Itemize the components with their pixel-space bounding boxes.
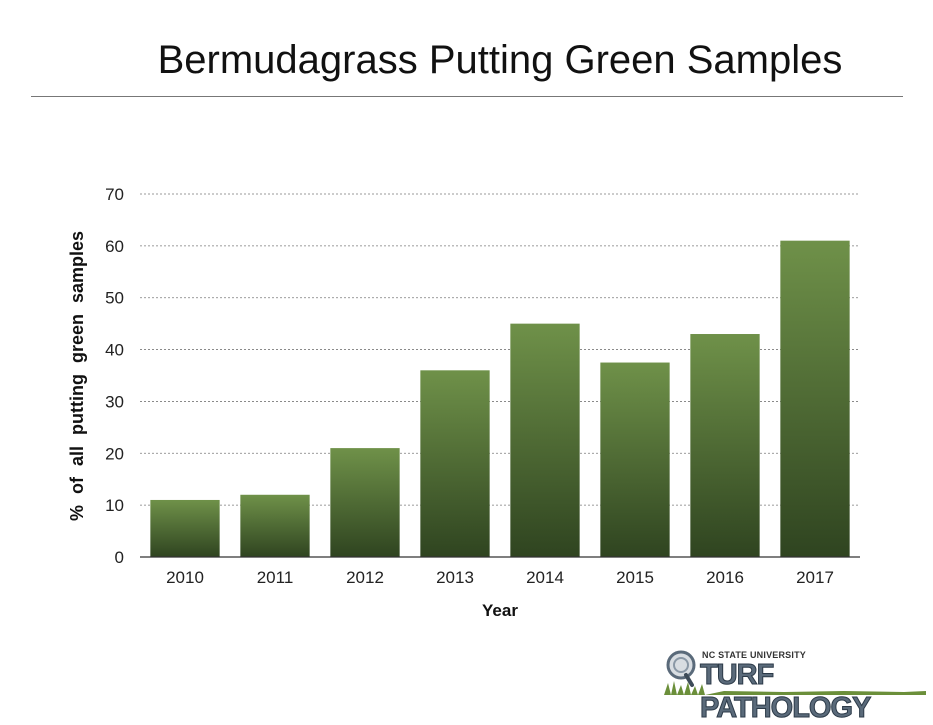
x-tick-label: 2011 xyxy=(257,568,294,587)
y-tick-label: 50 xyxy=(105,289,124,308)
y-tick-label: 20 xyxy=(105,444,124,463)
bar-2017 xyxy=(780,240,850,557)
bar-chart: 0 10 20 30 40 50 60 70 2010 2011 2012 2013 2014 2015… xyxy=(67,185,860,620)
x-tick-label: 2015 xyxy=(616,568,654,587)
bar-2016 xyxy=(690,334,760,557)
bar-2012 xyxy=(330,448,400,557)
turf-pathology-logo: NC STATE UNIVERSITY TURF PATHOLOGY xyxy=(664,649,926,725)
x-tick-label: 2010 xyxy=(166,568,204,587)
x-tick-label: 2013 xyxy=(436,568,474,587)
y-tick-labels: 0 10 20 30 40 50 60 70 xyxy=(105,185,124,567)
logo-university-text: NC STATE UNIVERSITY xyxy=(702,650,806,660)
magnifier-badge-icon xyxy=(666,650,696,687)
bars xyxy=(150,240,850,557)
x-tick-label: 2014 xyxy=(526,568,564,587)
x-tick-label: 2016 xyxy=(706,568,744,587)
bar-2011 xyxy=(240,494,310,557)
y-tick-label: 60 xyxy=(105,237,124,256)
bar-2013 xyxy=(420,370,490,557)
x-tick-label: 2012 xyxy=(346,568,384,587)
y-tick-label: 70 xyxy=(105,185,124,204)
x-tick-label: 2017 xyxy=(796,568,834,587)
bar-2010 xyxy=(150,499,220,557)
bar-2014 xyxy=(510,323,580,557)
x-tick-labels: 2010 2011 2012 2013 2014 2015 2016 2017 xyxy=(166,568,834,587)
grass-decoration-icon xyxy=(664,681,926,695)
x-axis-title: Year xyxy=(482,601,518,620)
y-tick-label: 10 xyxy=(105,496,124,515)
y-tick-label: 0 xyxy=(115,548,124,567)
page-title: Bermudagrass Putting Green Samples xyxy=(157,38,843,82)
y-tick-label: 30 xyxy=(105,392,124,411)
title-divider xyxy=(31,96,903,97)
y-axis-title: % of all putting green samples xyxy=(67,231,87,521)
bar-2015 xyxy=(600,362,670,557)
y-tick-label: 40 xyxy=(105,341,124,360)
